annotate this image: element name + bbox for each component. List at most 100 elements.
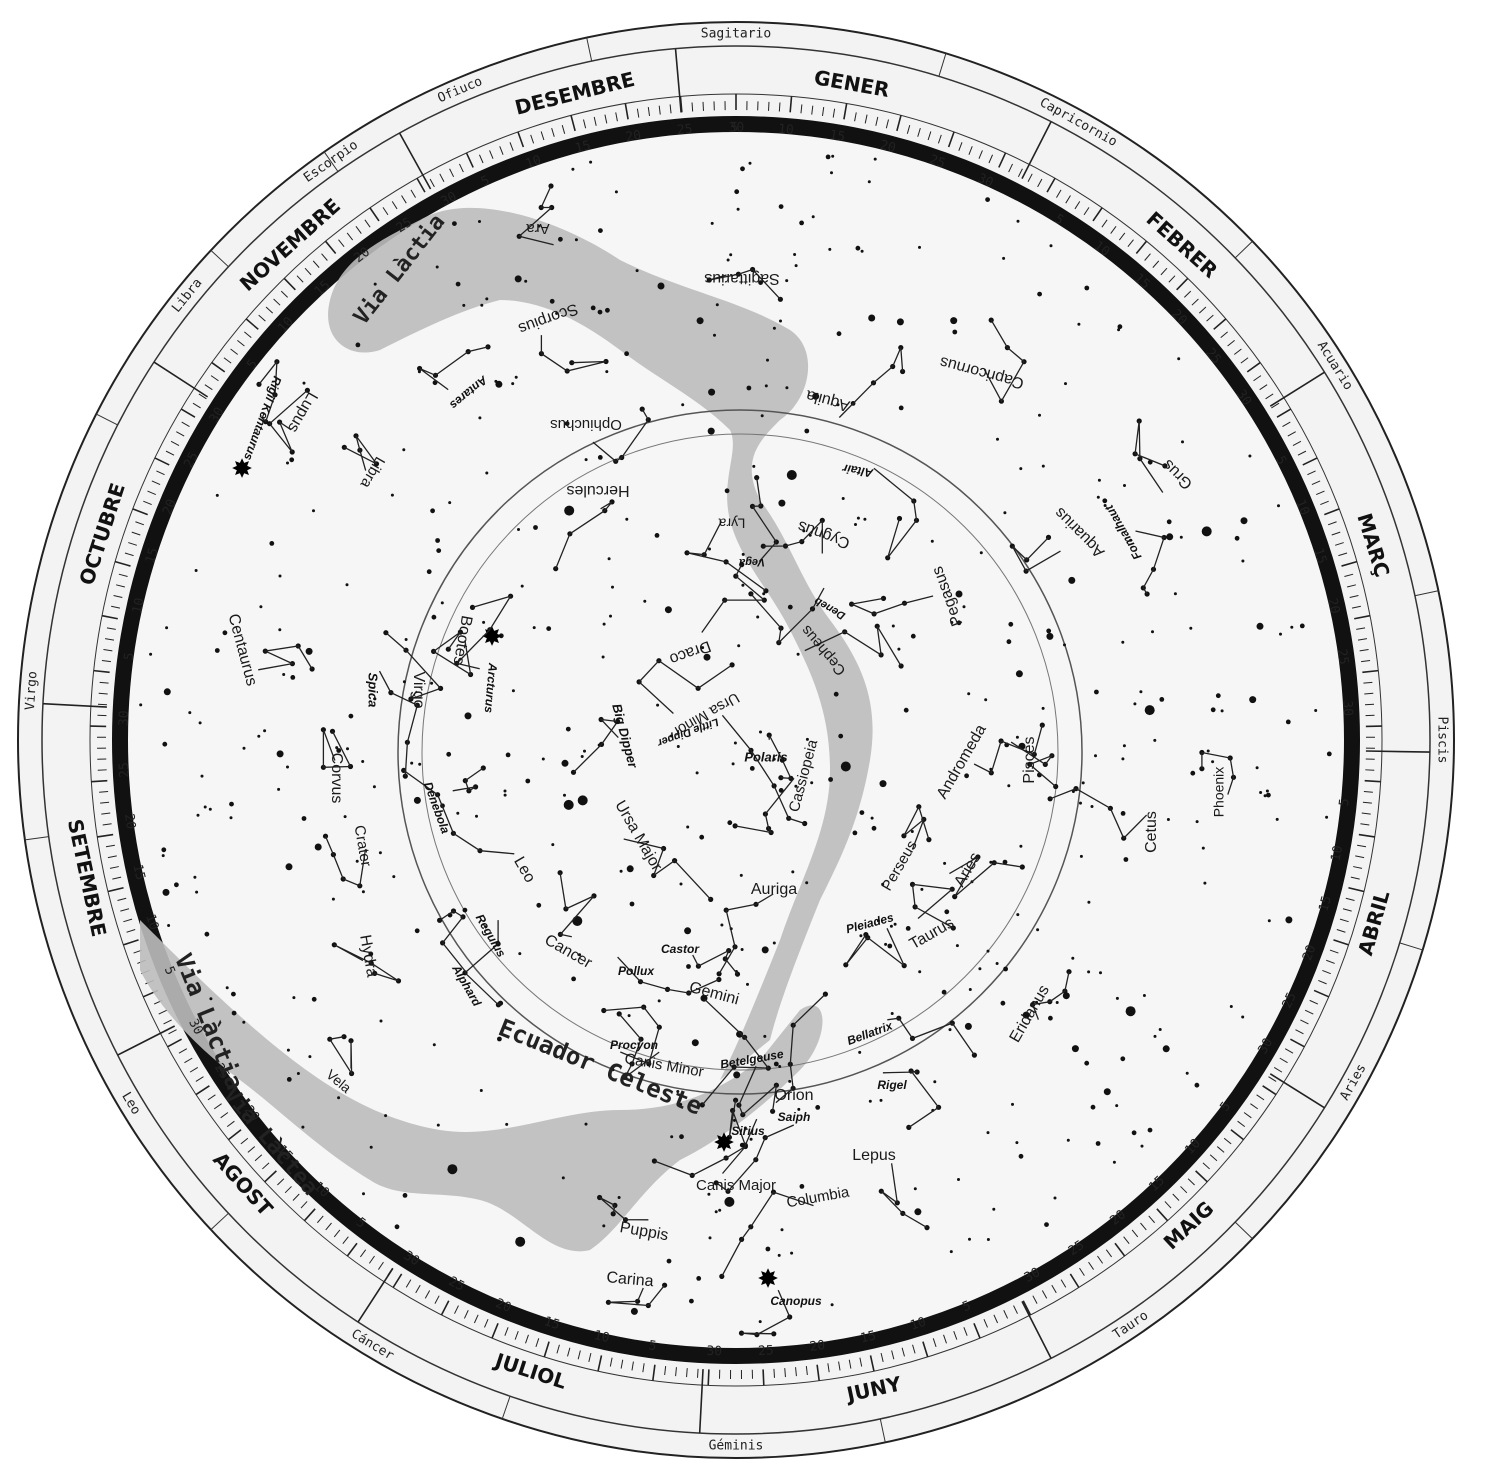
day-tick	[143, 500, 152, 506]
day-tick	[1097, 1255, 1104, 1264]
star	[948, 1028, 952, 1032]
constellation-label: Ara	[526, 220, 550, 237]
zodiac-divider	[210, 249, 229, 268]
day-tick	[116, 584, 125, 588]
day-tick	[342, 1236, 349, 1245]
month-divider	[42, 702, 107, 708]
star	[537, 224, 541, 228]
day-tick	[1265, 393, 1274, 400]
star	[724, 1196, 735, 1207]
day-tick	[675, 1367, 677, 1377]
day-tick	[832, 108, 836, 118]
day-tick	[647, 106, 651, 117]
day-tick	[180, 408, 196, 418]
zodiac-divider	[586, 37, 593, 62]
day-tick	[230, 348, 239, 355]
day-tick	[463, 1310, 469, 1319]
constellation-line	[258, 359, 278, 423]
day-tick	[440, 1300, 450, 1316]
star	[286, 461, 289, 465]
day-number: 30	[117, 710, 133, 726]
day-tick	[207, 1094, 216, 1101]
constellation-label: Virgo	[410, 671, 427, 708]
star	[1220, 709, 1224, 713]
star	[708, 388, 716, 396]
star	[1249, 696, 1257, 704]
star	[627, 1014, 631, 1018]
constellation-label: Cetus	[1143, 811, 1160, 853]
day-tick	[478, 154, 484, 164]
star	[765, 1246, 771, 1252]
star	[1325, 815, 1329, 819]
star	[478, 416, 482, 420]
constellation-line	[452, 767, 484, 792]
star	[1151, 630, 1154, 634]
star	[1166, 519, 1172, 525]
star	[1299, 623, 1305, 629]
star	[149, 652, 153, 656]
star	[515, 1236, 526, 1247]
star	[1090, 805, 1094, 808]
day-tick	[1069, 1273, 1080, 1288]
day-tick	[135, 521, 145, 526]
constellation-label: Pollux	[618, 964, 655, 978]
day-tick	[97, 703, 108, 706]
day-tick	[932, 1338, 937, 1348]
constellation-star	[802, 820, 808, 827]
day-tick	[1209, 1154, 1218, 1162]
day-tick	[912, 1344, 916, 1354]
constellation-line	[324, 835, 367, 887]
day-tick	[597, 1355, 603, 1372]
bright-star-icon: ✸	[757, 1265, 779, 1295]
star	[779, 319, 782, 323]
star	[748, 161, 752, 165]
star	[1071, 790, 1075, 793]
day-tick	[805, 1366, 808, 1376]
star	[1201, 846, 1205, 850]
star	[791, 870, 795, 874]
star	[867, 180, 871, 184]
day-tick	[1230, 1129, 1245, 1141]
star	[868, 1099, 872, 1103]
day-tick	[449, 168, 455, 178]
star	[992, 1207, 996, 1211]
day-tick	[795, 1367, 797, 1377]
day-tick	[1013, 1305, 1018, 1314]
day-tick	[391, 201, 398, 210]
day-tick	[280, 290, 289, 298]
day-tick	[434, 1295, 440, 1304]
day-tick	[504, 1327, 509, 1336]
day-number: 10	[1329, 844, 1347, 862]
star	[759, 730, 762, 734]
day-tick	[1256, 1094, 1265, 1101]
star	[231, 1010, 237, 1016]
day-tick	[588, 1352, 592, 1362]
star	[1007, 784, 1011, 788]
star	[1166, 533, 1174, 541]
star	[1279, 632, 1282, 636]
day-tick	[1351, 605, 1361, 609]
star	[1008, 621, 1014, 627]
day-tick	[978, 150, 983, 159]
constellation-line	[603, 1006, 661, 1065]
day-tick	[111, 605, 121, 609]
month-divider	[1269, 371, 1325, 407]
star	[686, 825, 690, 829]
day-tick	[1101, 219, 1108, 228]
day-tick	[247, 1146, 256, 1153]
star	[629, 901, 635, 907]
zodiac-divider	[1234, 1221, 1253, 1240]
star	[1123, 857, 1129, 862]
star	[602, 622, 606, 626]
star	[918, 970, 922, 974]
star	[785, 279, 789, 283]
day-tick	[843, 103, 848, 120]
day-tick	[170, 440, 180, 447]
star	[414, 928, 420, 934]
day-number: 25	[676, 122, 693, 138]
star	[1131, 1130, 1137, 1136]
star	[1241, 559, 1245, 563]
star	[669, 734, 673, 738]
star	[1144, 705, 1155, 716]
day-tick	[499, 146, 504, 155]
